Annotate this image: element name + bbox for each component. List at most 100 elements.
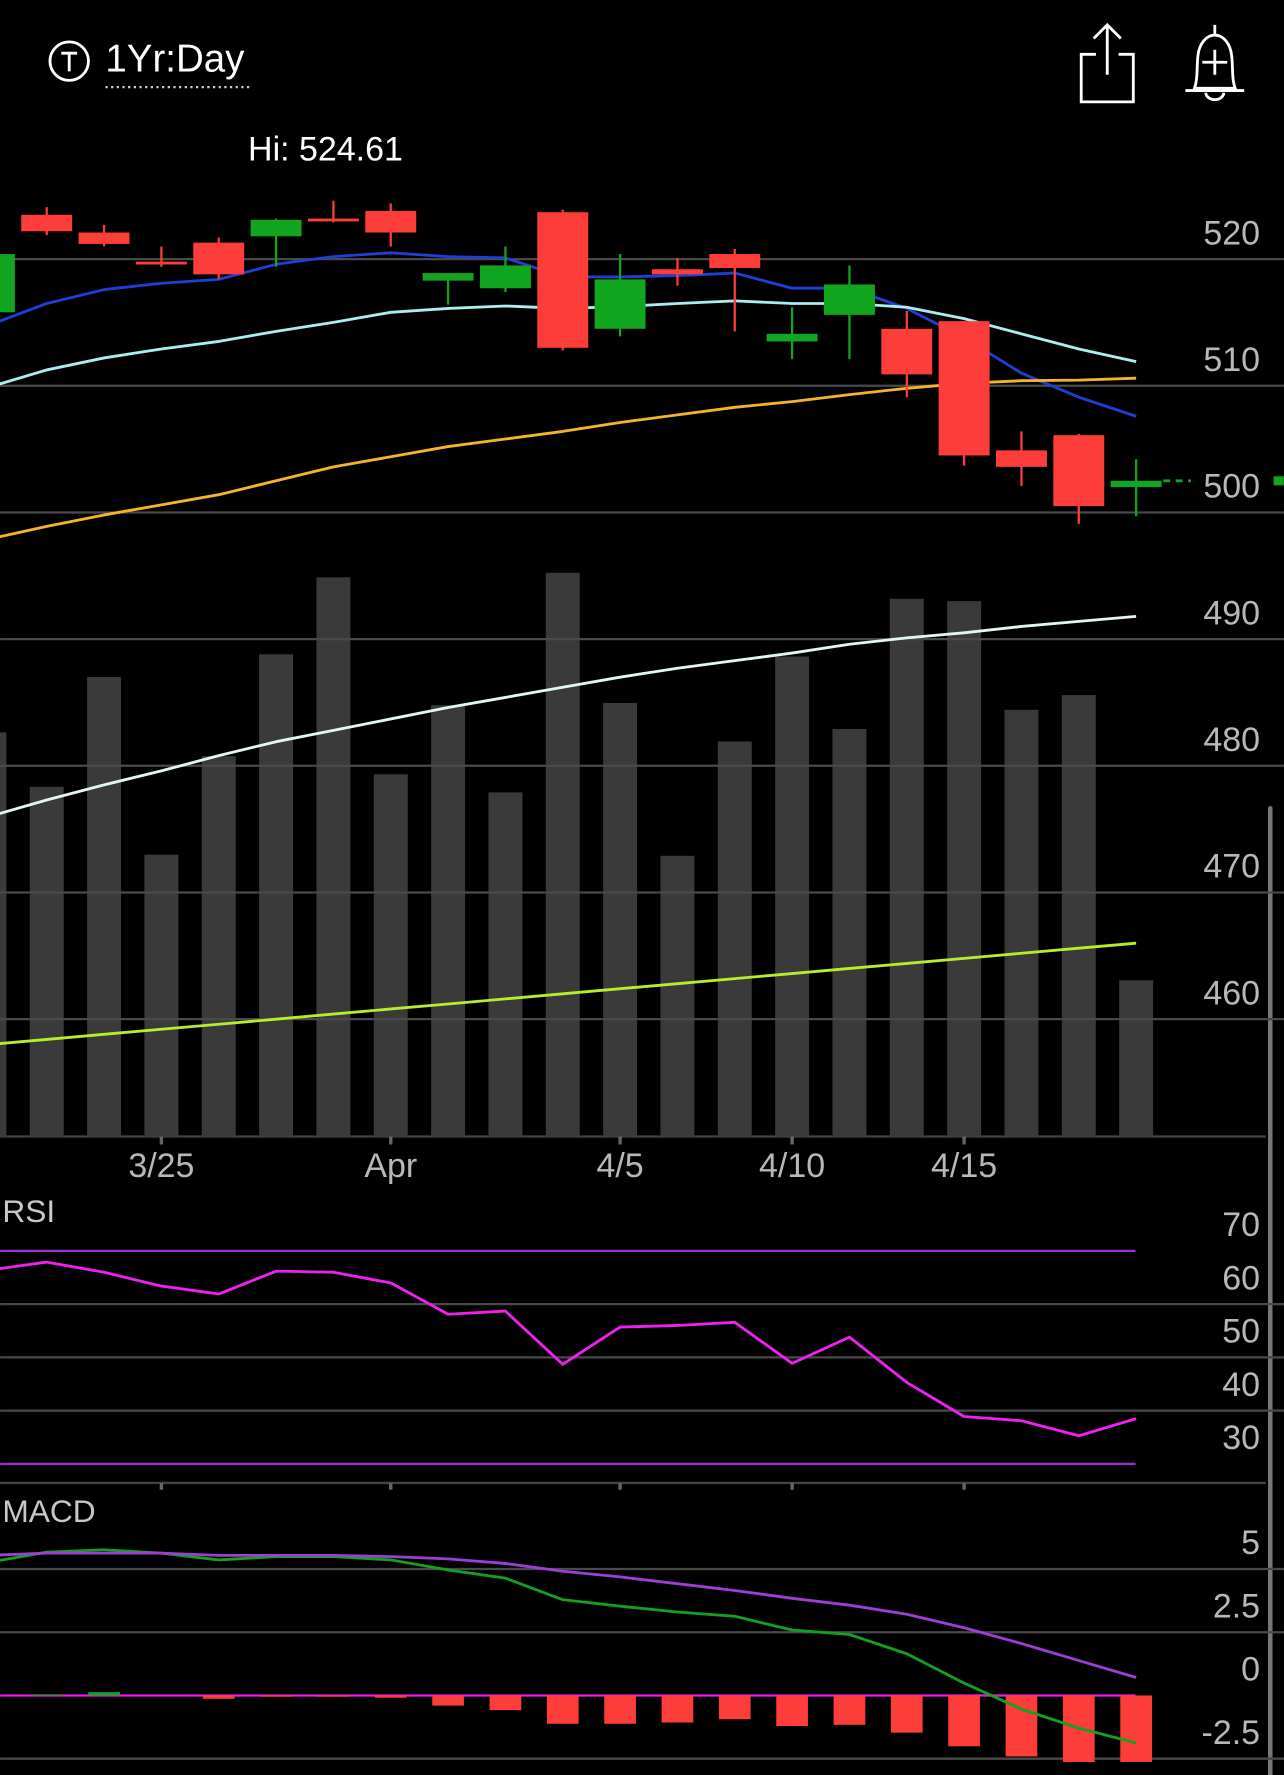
y-tick-label: 2.5 [1213,1587,1260,1625]
histogram-bar [260,1695,292,1697]
period-label[interactable]: 1Yr:Day [105,37,245,80]
volume-bar [717,741,752,1137]
volume-bar [488,792,523,1137]
histogram-bar [374,1695,407,1698]
candle-body [250,219,302,237]
alert-button[interactable] [1185,24,1245,102]
histogram-bar [30,1694,63,1696]
candle-body [1110,480,1162,488]
candle-body [651,269,703,275]
histogram-bar [546,1695,579,1724]
bell-icon [1185,24,1245,102]
bell-plus [1202,49,1228,75]
volume-bar [889,598,924,1137]
y-tick-label: -2.5 [1202,1714,1261,1752]
y-tick-label: 470 [1203,848,1260,886]
candle-body [479,265,531,289]
candle-body [135,261,187,265]
candle-body [938,321,990,456]
y-tick-label: 510 [1203,341,1260,379]
histogram-bar [1120,1695,1152,1762]
histogram-bar [317,1695,350,1697]
candle-body [594,279,646,329]
y-tick-label: 460 [1203,974,1260,1012]
histogram-bar [776,1695,808,1727]
candle-body [78,232,130,244]
y-tick-label: 50 [1222,1313,1260,1351]
macd-line [0,1551,1137,1679]
share-button[interactable] [1079,22,1135,104]
volume-bar [87,676,122,1137]
volume-bar [144,854,179,1137]
x-tick-label: 3/25 [128,1147,194,1185]
y-tick-label: 70 [1222,1206,1260,1244]
volume-bar [545,572,580,1137]
histogram-bar [432,1695,464,1706]
last-price-marker [1273,476,1284,486]
volume-bar [201,756,236,1137]
moving-average-line [0,614,1137,815]
histogram-bar [661,1695,694,1723]
x-tick-label: 4/10 [759,1147,825,1185]
histogram-bar [88,1692,120,1696]
volume-bar [373,774,408,1137]
candle-body [193,242,245,275]
x-tick-label: 4/15 [931,1147,997,1185]
volume-bar [775,656,810,1137]
candle-body [0,254,15,313]
candle-body [1053,435,1105,507]
volume-bar [0,732,7,1137]
panel-title: RSI [2,1193,55,1229]
volume-bar [1061,695,1096,1137]
volume-bar [1119,980,1154,1137]
volume-bar [947,601,982,1137]
volume-bar [431,705,466,1137]
candle-body [365,210,417,233]
high-annotation: Hi: 524.61 [248,131,403,169]
share-arrow [1092,22,1122,75]
histogram-bar [948,1695,980,1747]
y-tick-label: 5 [1241,1524,1260,1562]
y-tick-label: 60 [1222,1259,1260,1297]
moving-average-line [0,941,1137,1045]
histogram-bar [604,1695,636,1724]
y-tick-label: 40 [1222,1366,1260,1404]
brand-icon [48,40,90,82]
y-tick-label: 480 [1203,721,1260,759]
share-box [1079,52,1135,104]
candle-body [823,284,875,315]
volume-bar [660,855,695,1137]
histogram-bar [489,1695,522,1711]
candle-body [709,254,761,268]
y-tick-label: 490 [1203,594,1260,632]
volume-bar [603,702,638,1137]
panel-title: MACD [2,1493,95,1529]
candle-body [537,212,589,348]
macd-line [0,1548,1137,1745]
volume-bar [259,654,294,1137]
y-tick-label: 500 [1203,468,1260,506]
candle-body [21,214,73,232]
histogram-bar [718,1695,751,1720]
histogram-bar [202,1695,235,1699]
brand-icon-glyph [61,51,78,72]
histogram-bar [833,1695,866,1725]
x-tick-label: Apr [364,1147,417,1185]
volume-bar [1004,709,1039,1137]
candle-body [766,333,818,342]
candle-body [995,450,1047,467]
volume-bar [316,577,351,1137]
period-selector[interactable]: 1Yr:Day [48,37,250,89]
volume-bar [29,786,64,1137]
rsi-line [0,1260,1137,1438]
y-tick-label: 0 [1241,1651,1260,1689]
candle-body [307,218,359,222]
candle-body [422,273,474,281]
y-tick-label: 520 [1203,214,1260,252]
volume-bar [832,729,867,1137]
histogram-bar [890,1695,923,1733]
x-tick-label: 4/5 [596,1147,643,1185]
